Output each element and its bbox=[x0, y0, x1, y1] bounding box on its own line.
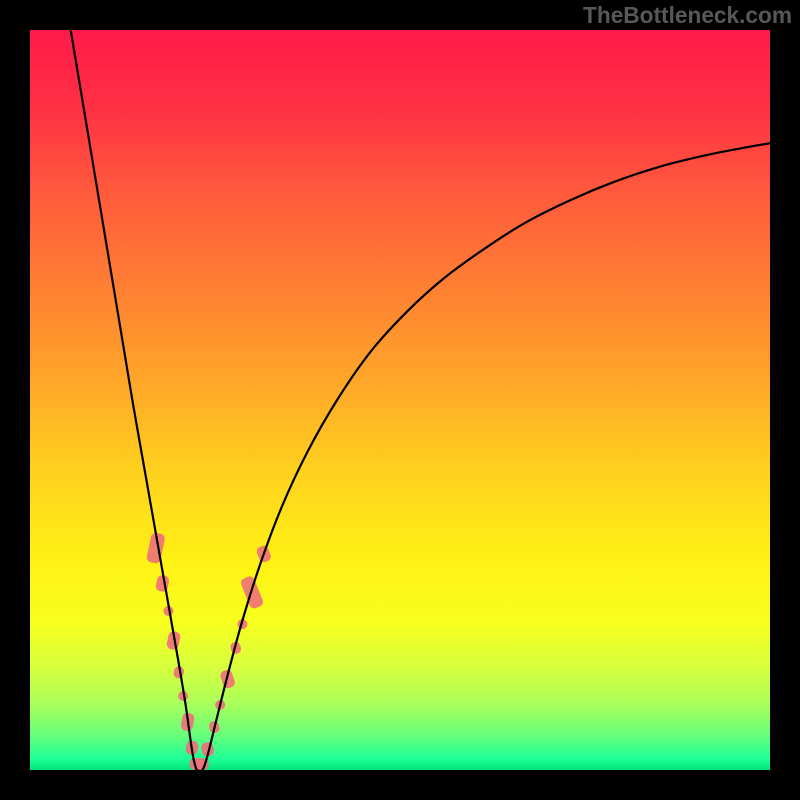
frame-border-bottom bbox=[0, 770, 800, 800]
watermark-text: TheBottleneck.com bbox=[583, 2, 792, 29]
plot-area bbox=[30, 30, 770, 770]
v-curve-right bbox=[197, 143, 771, 770]
frame-border-right bbox=[770, 0, 800, 800]
v-curve-left bbox=[71, 30, 197, 770]
markers-group bbox=[146, 532, 273, 770]
frame-border-left bbox=[0, 0, 30, 800]
chart-svg bbox=[30, 30, 770, 770]
